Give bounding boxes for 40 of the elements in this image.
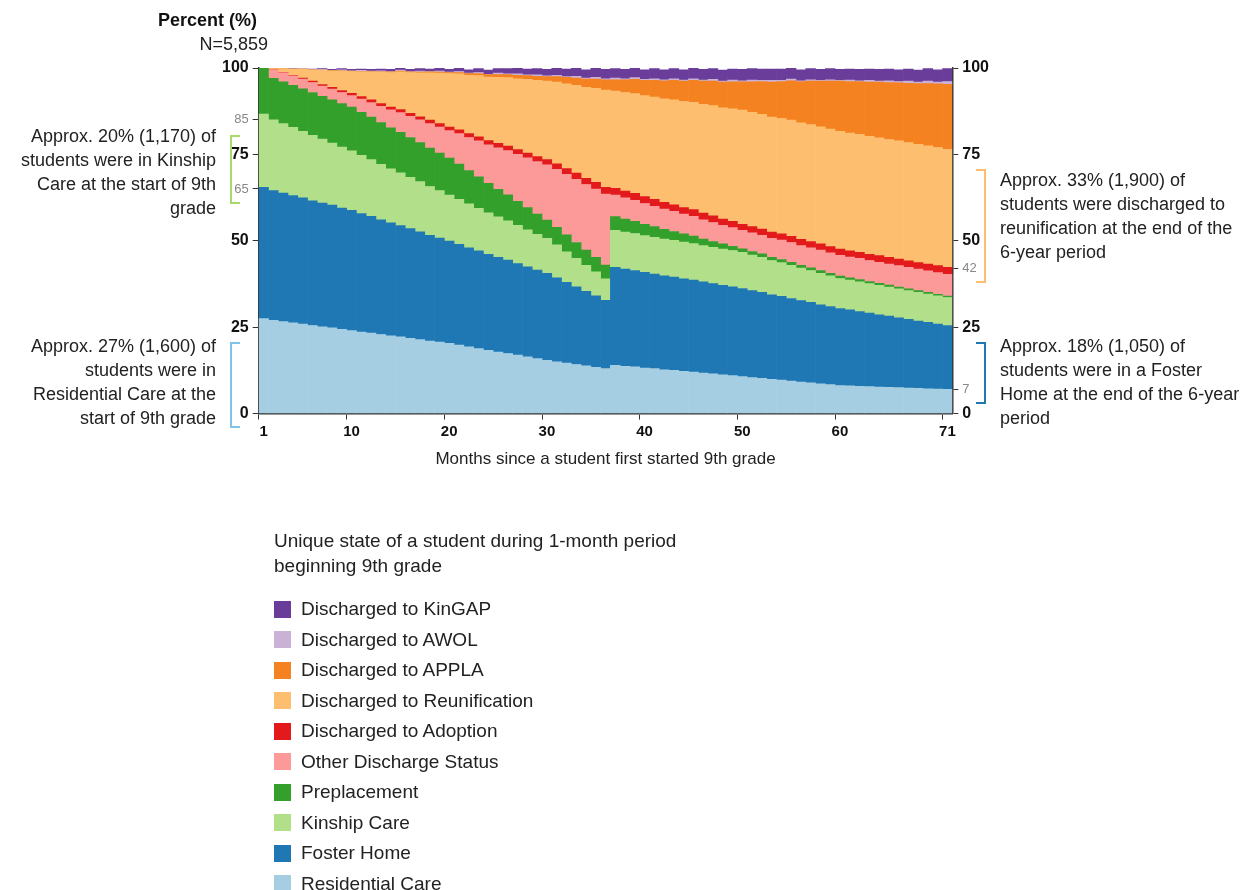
legend-label: Other Discharge Status (301, 750, 499, 773)
legend-label: Residential Care (301, 872, 442, 890)
x-axis-title: Months since a student first started 9th grade (435, 449, 776, 469)
legend-label: Foster Home (301, 842, 411, 865)
legend-label: Discharged to KinGAP (301, 598, 492, 621)
x-tick-label: 20 (440, 421, 458, 439)
y2-tick-label: 100 (962, 58, 990, 76)
legend-label: Discharged to Adoption (301, 720, 498, 743)
y2-tick-label: 50 (962, 231, 981, 249)
y-tick-label: 100 (221, 58, 249, 76)
y-tick-label: 75 (230, 144, 249, 162)
legend-label: Discharged to APPLA (301, 659, 484, 682)
legend-title: Unique state of a student during 1-month period beginning 9th grade (274, 529, 678, 578)
text: Approx. 27% (1,600) of students were in Residential Care at the start of 9th grade (29, 335, 216, 430)
x-tick-label: 71 (939, 421, 956, 439)
y-tick-label: 0 (239, 404, 249, 422)
x-tick-label: 1 (259, 421, 268, 439)
y-tick-label: 65 (234, 180, 249, 196)
y2-tick-label: 7 (962, 380, 970, 396)
x-tick-label: 60 (831, 421, 849, 439)
y2-tick-label: 42 (962, 260, 977, 276)
legend-label: Discharged to AWOL (301, 628, 478, 651)
x-tick-label: 40 (636, 421, 653, 439)
y-tick-label: 50 (230, 231, 249, 249)
text: Approx. 20% (1,170) of students were in Kinship Care at the start of 9th grade (19, 125, 216, 220)
y-tick-label: 25 (230, 317, 249, 335)
legend-label: Preplacement (301, 781, 419, 804)
legend-label: Kinship Care (301, 811, 410, 834)
text: Approx. 18% (1,050) of students were in a Foster Home at the end of the 6-year period (1000, 335, 1241, 430)
x-tick-label: 10 (343, 421, 360, 439)
chart-subtitle: N=5,859 (198, 34, 268, 55)
x-tick-label: 50 (733, 421, 751, 439)
y-axis-title: Percent (%) (158, 10, 258, 31)
y2-tick-label: 0 (962, 404, 972, 422)
x-tick-label: 30 (538, 421, 556, 439)
y-tick-label: 85 (234, 111, 249, 127)
y2-tick-label: 25 (962, 317, 981, 335)
legend-label: Discharged to Reunification (301, 689, 534, 712)
y2-tick-label: 75 (962, 144, 981, 162)
text: Approx. 33% (1,900) of students were discharged to reunification at the end of the 6-year period (1000, 169, 1234, 264)
